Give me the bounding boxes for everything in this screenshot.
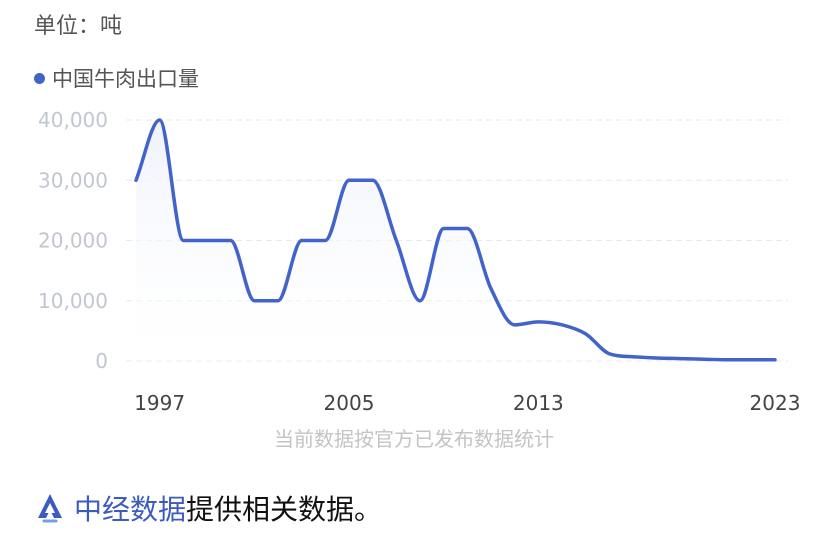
data-point — [559, 322, 565, 328]
footer-text: 提供相关数据。 — [186, 493, 383, 526]
data-point — [299, 238, 305, 244]
data-point — [464, 225, 470, 231]
data-point — [725, 357, 731, 363]
x-tick-label: 2013 — [513, 391, 564, 415]
data-point — [370, 177, 376, 183]
data-point — [441, 225, 447, 231]
x-tick-label: 2005 — [324, 391, 375, 415]
series-line — [134, 118, 777, 362]
data-point — [180, 238, 186, 244]
data-point — [512, 322, 518, 328]
x-tick-label: 2023 — [750, 391, 801, 415]
footer-brand-link[interactable]: 中经数据 — [74, 493, 187, 526]
data-point — [748, 357, 754, 363]
data-point — [701, 356, 707, 362]
data-point — [322, 238, 328, 244]
zhongjing-logo-icon — [38, 494, 62, 523]
y-tick-label: 10,000 — [38, 289, 108, 313]
data-point — [417, 298, 423, 304]
x-tick-label: 1997 — [134, 391, 185, 415]
y-axis: 0 10,000 20,000 30,000 40,000 — [38, 108, 108, 373]
data-point — [654, 355, 660, 361]
data-point — [583, 331, 589, 337]
data-note: 当前数据按官方已发布数据统计 — [274, 427, 554, 451]
line-chart: 0 10,000 20,000 30,000 40,000 1997 2005 2013 20… — [38, 108, 800, 415]
data-point — [488, 286, 494, 292]
data-point — [228, 238, 234, 244]
data-point — [157, 117, 163, 123]
data-point — [251, 298, 257, 304]
data-point — [772, 357, 778, 363]
footer-attribution: 中经数据 提供相关数据。 — [34, 488, 382, 528]
x-axis: 1997 2005 2013 2023 — [134, 391, 800, 415]
y-tick-label: 30,000 — [38, 168, 108, 192]
data-point — [677, 356, 683, 362]
y-tick-label: 20,000 — [38, 229, 108, 253]
data-point — [630, 354, 636, 360]
data-point — [346, 177, 352, 183]
unit-label: 单位：吨 — [34, 14, 123, 39]
data-point — [204, 238, 210, 244]
chart-legend: 中国牛肉出口量 — [34, 63, 199, 93]
data-point — [535, 319, 541, 325]
data-point — [275, 298, 281, 304]
data-point — [606, 351, 612, 357]
legend-marker-dot — [34, 72, 45, 84]
y-tick-label: 0 — [95, 349, 108, 373]
series-area-fill — [136, 120, 775, 361]
legend-label: 中国牛肉出口量 — [52, 67, 199, 91]
data-point — [393, 238, 399, 244]
y-tick-label: 40,000 — [38, 108, 108, 132]
data-point — [133, 177, 139, 183]
